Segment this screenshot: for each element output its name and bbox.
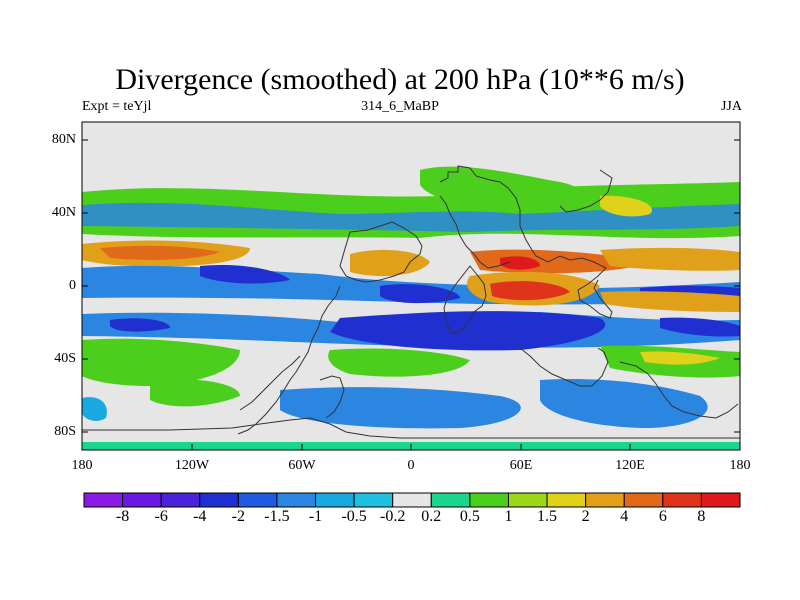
colorbar-swatch	[623, 492, 664, 508]
colorbar-swatch	[83, 492, 124, 508]
colorbar-label: 1.5	[537, 508, 558, 525]
lon-tick-label: 0	[407, 458, 415, 473]
colorbar-swatch	[122, 492, 162, 508]
season-label: JJA	[720, 99, 742, 114]
colorbar-label: -0.5	[341, 508, 367, 525]
colorbar-label: 0.5	[459, 508, 480, 525]
experiment-label: Expt = teYjl	[82, 99, 152, 114]
map-title: Divergence (smoothed) at 200 hPa (10**6 …	[115, 63, 685, 96]
lon-tick-label: 60W	[288, 458, 316, 473]
colorbar-swatch	[546, 492, 587, 508]
lon-tick-label: 180	[71, 458, 93, 473]
colorbar-label: -1.5	[264, 508, 290, 525]
colorbar-swatch	[585, 492, 625, 508]
colorbar-label: 8	[697, 508, 706, 525]
colorbar-swatch	[430, 492, 471, 508]
lon-tick-label: 60E	[509, 458, 533, 473]
lat-tick-label: 0	[69, 278, 76, 293]
colorbar-swatch	[353, 492, 394, 508]
colorbar-label: -1	[308, 508, 323, 525]
colorbar-swatch	[507, 492, 548, 508]
run-label: 314_6_MaBP	[361, 99, 439, 114]
colorbar-label: -8	[115, 508, 130, 525]
lon-tick-label: 180	[729, 458, 751, 473]
colorbar-swatch	[276, 492, 317, 508]
continent-outlines	[82, 165, 740, 439]
colorbar-label: -6	[154, 508, 168, 525]
colorbar-label: -2	[231, 508, 245, 525]
colorbar	[83, 492, 741, 508]
lat-tick-label: 80S	[54, 424, 76, 439]
colorbar-swatch	[199, 492, 239, 508]
colorbar-label: 4	[620, 508, 629, 525]
lon-tick-label: 120W	[174, 458, 210, 473]
lat-tick-label: 80N	[51, 132, 76, 147]
colorbar-swatch	[237, 492, 278, 508]
colorbar-label: 2	[581, 508, 590, 525]
lat-tick-label: 40S	[54, 351, 76, 366]
colorbar-label: -0.2	[380, 508, 406, 525]
axis-ticks	[82, 139, 740, 450]
colorbar-label: 0.2	[421, 508, 442, 525]
colorbar-label: 1	[504, 508, 513, 525]
colorbar-label: 6	[658, 508, 667, 525]
colorbar-swatch	[469, 492, 509, 508]
lon-tick-label: 120E	[615, 458, 645, 473]
divergence-field	[82, 122, 740, 450]
colorbar-swatch	[160, 492, 201, 508]
colorbar-label: -4	[193, 508, 207, 525]
colorbar-swatch	[662, 492, 702, 508]
colorbar-swatch	[700, 492, 741, 508]
lat-tick-label: 40N	[51, 205, 76, 220]
colorbar-swatch	[315, 492, 355, 508]
colorbar-swatch	[392, 492, 432, 508]
